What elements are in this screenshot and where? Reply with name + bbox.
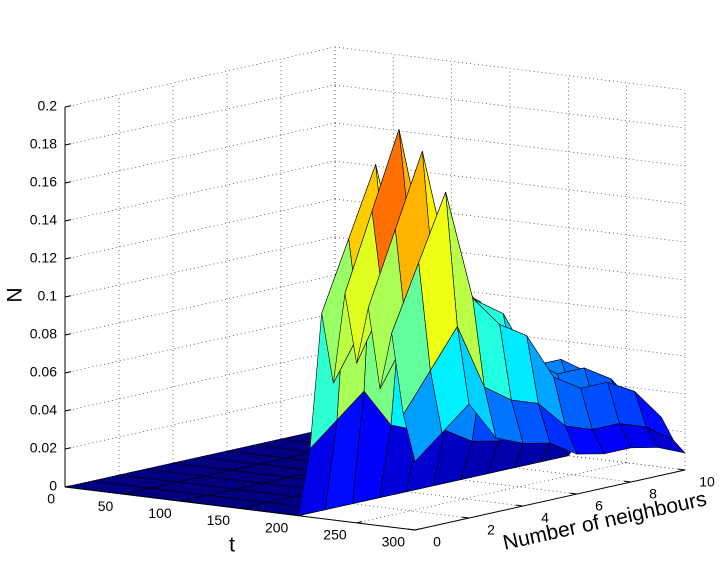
z-tick-label: 0.08 [30, 326, 57, 342]
z-tick-label: 0.02 [30, 440, 57, 456]
grid-line [334, 160, 686, 205]
z-tick-label: 0.1 [38, 288, 58, 304]
x-axis-title: t [229, 534, 235, 557]
x-tick [123, 492, 129, 495]
grid-line [64, 122, 336, 184]
z-tick-label: 0.14 [30, 212, 57, 228]
y-tick-label: 8 [649, 486, 657, 502]
z-tick-label: 0.06 [30, 364, 57, 380]
y-tick-label: 4 [541, 510, 549, 526]
z-tick-label: 0.16 [30, 174, 57, 190]
x-tick [239, 506, 246, 509]
y-tick [407, 528, 416, 531]
axes: 0 0.02 0.04 0.06 0.08 0.1 0.12 0.14 0.16 0.18 0.2 0… [30, 98, 715, 550]
z-tick-label: 0.12 [30, 250, 57, 266]
z-tick-label: 0 [49, 478, 57, 494]
y-tick [461, 516, 470, 519]
grid-line [64, 274, 336, 336]
grid-line [64, 198, 336, 260]
grid-line [64, 350, 336, 412]
z-tick-label: 0.18 [30, 136, 57, 152]
y-tick [515, 504, 524, 507]
z-tick [64, 143, 72, 146]
y-tick [569, 492, 578, 495]
grid-line [64, 84, 336, 146]
z-tick [64, 181, 72, 184]
surface-face [403, 370, 443, 462]
x-tick-label: 250 [323, 527, 347, 543]
y-axis-line [414, 469, 686, 531]
x-tick-label: 150 [207, 512, 231, 528]
grid-line [334, 236, 686, 281]
z-tick-label: 0.04 [30, 402, 57, 418]
y-tick-label: 6 [595, 498, 603, 514]
x-tick [414, 528, 421, 531]
x-tick [181, 499, 188, 502]
x-tick [64, 485, 71, 488]
z-tick [64, 447, 72, 450]
x-tick-label: 100 [148, 505, 172, 521]
x-tick-label: 300 [382, 534, 406, 550]
z-tick [64, 219, 72, 222]
z-tick-label: 0.2 [38, 98, 58, 114]
y-tick-label: 0 [433, 534, 441, 550]
z-tick [64, 295, 72, 298]
y-tick-label: 10 [699, 474, 715, 490]
x-tick-label: 0 [47, 491, 55, 507]
x-tick-label: 200 [265, 519, 289, 535]
y-tick [677, 468, 686, 471]
x-tick [356, 521, 363, 524]
grid-line [64, 46, 336, 108]
grid-line [64, 312, 336, 374]
y-tick [623, 480, 632, 483]
grid-line [64, 236, 336, 298]
z-tick [64, 105, 72, 108]
surface [64, 129, 686, 516]
y-axis-title: Number of neighbours [501, 487, 709, 554]
z-tick [64, 333, 72, 336]
y-tick-label: 2 [487, 522, 495, 538]
z-tick [64, 257, 72, 260]
grid-line [64, 160, 336, 222]
z-axis-title: N [4, 287, 27, 302]
x-tick-label: 50 [98, 498, 114, 514]
grid-line [334, 84, 686, 129]
x-tick [298, 513, 304, 517]
grid-line [334, 46, 686, 91]
z-tick [64, 371, 72, 374]
z-tick [64, 409, 72, 412]
